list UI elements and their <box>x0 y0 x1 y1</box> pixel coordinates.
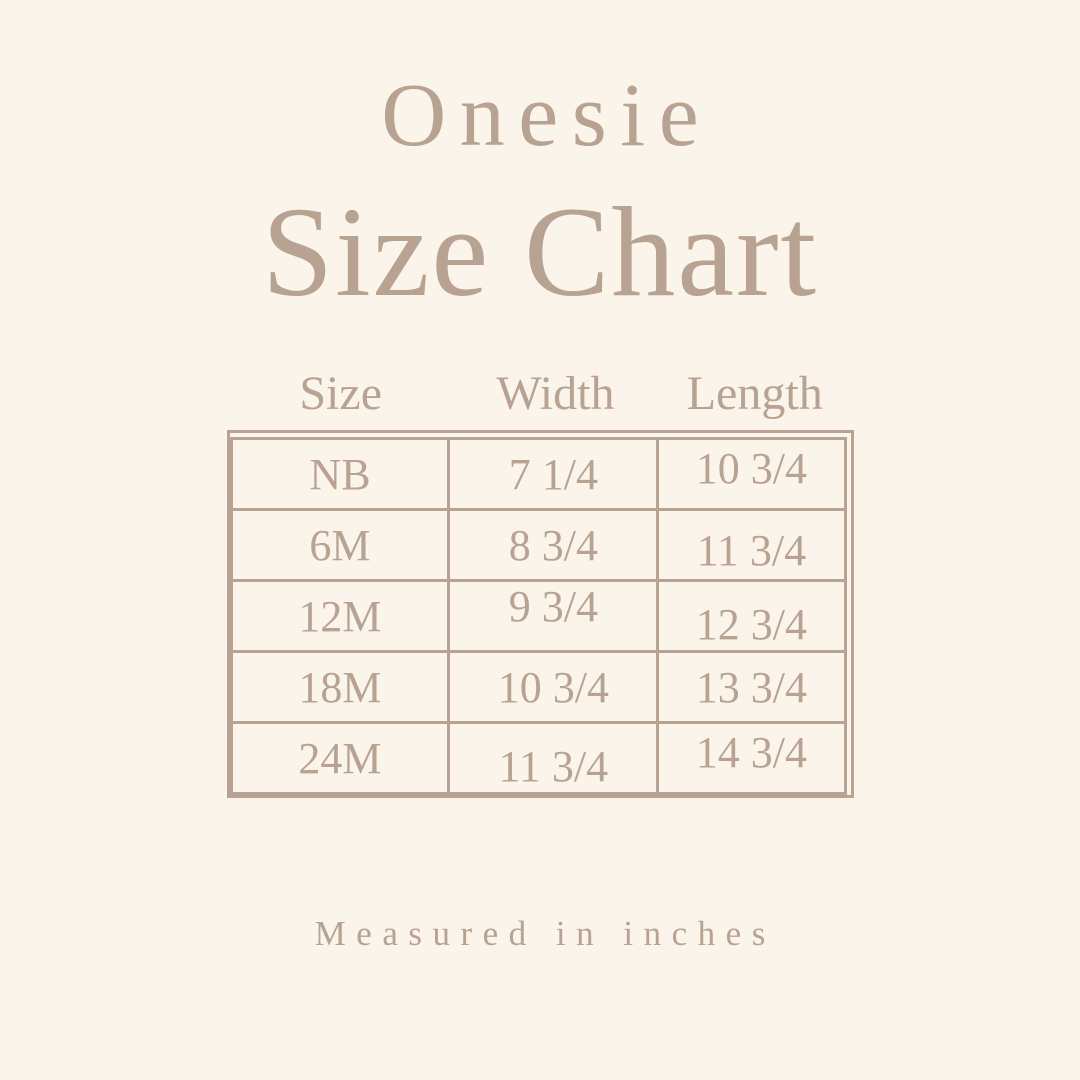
length-cell: 10 3/4 <box>656 437 847 512</box>
size-table-frame: NB 7 1/4 10 3/4 6M 8 3/4 11 3/4 12M 9 3/… <box>226 430 854 799</box>
length-cell: 11 3/4 <box>656 508 847 583</box>
table-row-18m: 18M 10 3/4 13 3/4 <box>229 650 847 725</box>
column-header-width: Width <box>496 367 615 421</box>
page-title: Size Chart <box>262 180 818 323</box>
product-name: Onesie <box>381 66 713 165</box>
length-cell: 12 3/4 <box>656 579 847 654</box>
width-cell: 9 3/4 <box>447 579 660 654</box>
length-cell: 14 3/4 <box>656 721 847 796</box>
size-cell: 6M <box>229 508 451 583</box>
width-cell: 7 1/4 <box>447 437 660 512</box>
units-note: Measured in inches <box>314 914 776 954</box>
size-cell: 24M <box>229 721 451 796</box>
size-table: NB 7 1/4 10 3/4 6M 8 3/4 11 3/4 12M 9 3/… <box>229 437 847 796</box>
width-cell: 8 3/4 <box>447 508 660 583</box>
size-cell: 12M <box>229 579 451 654</box>
width-cell: 11 3/4 <box>447 721 660 796</box>
table-row-6m: 6M 8 3/4 11 3/4 <box>229 508 847 583</box>
table-row-12m: 12M 9 3/4 12 3/4 <box>229 579 847 654</box>
width-cell: 10 3/4 <box>447 650 660 725</box>
length-cell: 13 3/4 <box>656 650 847 725</box>
column-header-length: Length <box>686 367 823 421</box>
table-header-row: Size Width Length <box>231 367 849 421</box>
size-cell: NB <box>229 437 451 512</box>
column-header-size: Size <box>299 367 382 421</box>
table-row-nb: NB 7 1/4 10 3/4 <box>229 437 847 512</box>
table-row-24m: 24M 11 3/4 14 3/4 <box>229 721 847 796</box>
size-cell: 18M <box>229 650 451 725</box>
